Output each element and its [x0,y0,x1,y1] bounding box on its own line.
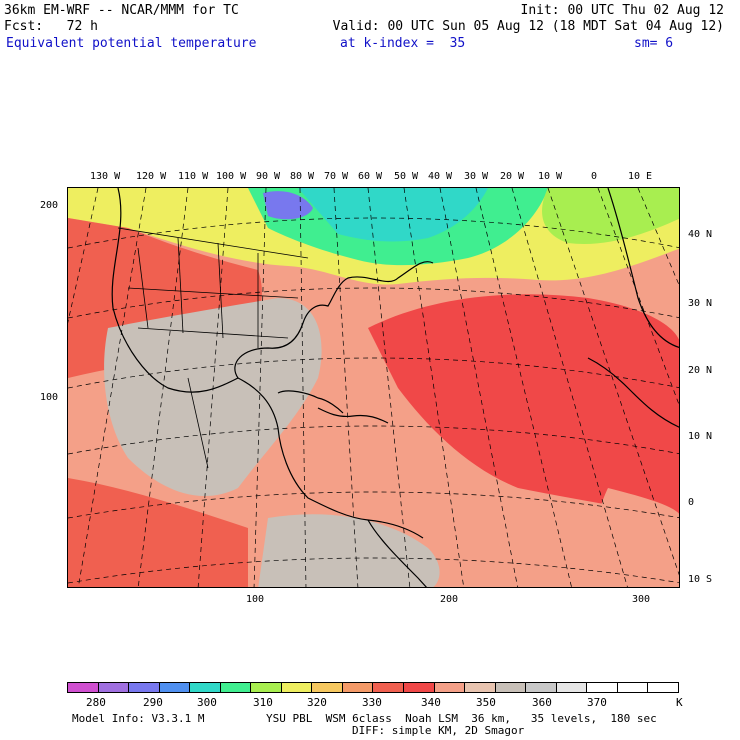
legend-swatch [587,683,618,692]
legend-label: 300 [197,696,217,709]
lon-label: 90 W [256,171,281,182]
legend-swatch [129,683,160,692]
legend-swatch [526,683,557,692]
field-grey-south [258,514,440,587]
legend-label: 280 [86,696,106,709]
model-info: Model Info: V3.3.1 M [72,712,205,725]
theta-e-map [67,187,680,588]
legend-swatch [220,683,252,692]
valid-time: Valid: 00 UTC Sun 05 Aug 12 (18 MDT Sat … [332,19,724,34]
field-name: Equivalent potential temperature [6,36,257,51]
lon-label: 20 W [500,171,525,182]
lon-label: 10 W [538,171,563,182]
smoothing-info: sm= 6 [634,36,674,51]
lat-label: 40 N [688,229,713,240]
lat-label: 30 N [688,298,713,309]
graticule [68,188,679,587]
legend-label: 320 [307,696,327,709]
legend-swatch [617,683,649,692]
level-info: at k-index = 35 [340,36,466,51]
lon-label: 30 W [464,171,489,182]
diffusion-info: DIFF: simple KM, 2D Smagor [352,724,525,737]
lon-label: 0 [591,171,598,182]
lon-label: 110 W [178,171,209,182]
field-band-315 [542,188,679,244]
field-warm-sw [68,478,248,587]
grid-y-label: 100 [40,392,59,403]
legend-swatch [404,683,435,692]
lon-label: 50 W [394,171,419,182]
init-time: Init: 00 UTC Thu 02 Aug 12 [520,3,725,18]
lon-label: 40 W [428,171,453,182]
field-warm-atlantic [368,294,679,518]
grid-x-label: 200 [440,594,459,605]
legend-swatch [373,683,405,692]
legend-swatch [648,683,678,692]
legend-swatch [68,683,99,692]
legend-swatch [342,683,374,692]
legend-label: 360 [532,696,552,709]
legend-swatch [312,683,343,692]
lat-label: 0 [688,497,695,508]
lon-label: 120 W [136,171,167,182]
physics-info: YSU PBL WSM 6class Noah LSM 36 km, 35 le… [266,712,657,725]
lat-label: 20 N [688,365,713,376]
lon-label: 10 E [628,171,653,182]
lon-label: 80 W [290,171,315,182]
lat-label: 10 S [688,574,713,585]
grid-x-label: 300 [632,594,651,605]
color-scale [67,682,679,693]
legend-label: 350 [476,696,496,709]
legend-label: 330 [362,696,382,709]
political-borders [117,227,309,469]
model-title: 36km EM-WRF -- NCAR/MMM for TC [4,3,239,18]
legend-swatch [281,683,313,692]
grid-x-label: 100 [246,594,265,605]
lon-label: 130 W [90,171,121,182]
legend-swatch [434,683,466,692]
grid-y-label: 200 [40,200,59,211]
legend-swatch [190,683,221,692]
forecast-hour: Fcst: 72 h [4,19,98,34]
field-band-300 [298,188,488,242]
legend-swatch [495,683,527,692]
legend-swatch [465,683,496,692]
field-east-africa [588,488,679,587]
lon-label: 70 W [324,171,349,182]
legend-swatch [556,683,588,692]
legend-swatch [98,683,130,692]
coastlines [111,188,679,587]
legend-label: 310 [253,696,273,709]
map-canvas [68,188,679,587]
legend-label: 370 [587,696,607,709]
lon-label: 100 W [216,171,247,182]
legend-label: 290 [143,696,163,709]
legend-swatch [251,683,282,692]
lon-label: 60 W [358,171,383,182]
legend-unit: K [676,696,683,709]
lat-label: 10 N [688,431,713,442]
legend-swatch [159,683,191,692]
legend-label: 340 [421,696,441,709]
